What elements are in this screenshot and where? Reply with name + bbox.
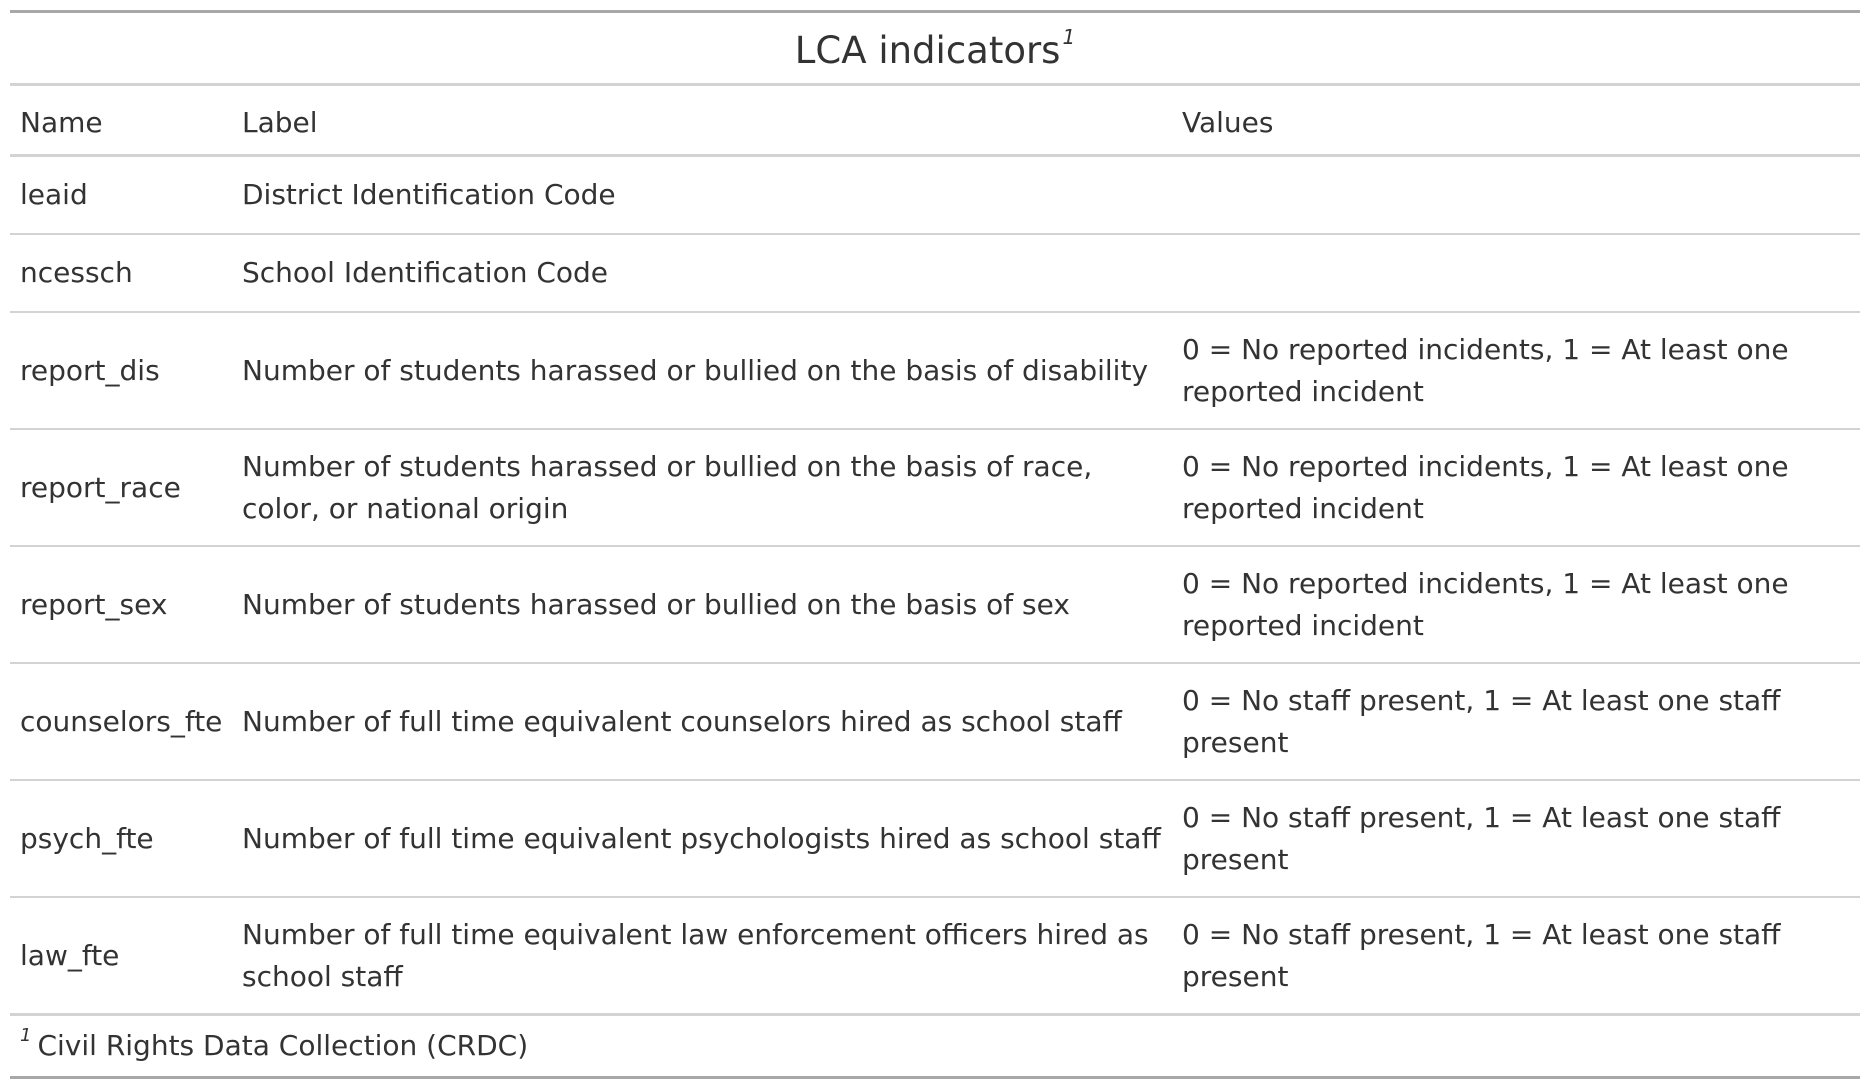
cell-values: [1172, 155, 1860, 235]
cell-label: Number of students harassed or bullied o…: [232, 546, 1172, 664]
cell-values: 0 = No staff present, 1 = At least one s…: [1172, 663, 1860, 781]
cell-label: Number of students harassed or bullied o…: [232, 312, 1172, 430]
table-row: ncessch School Identification Code: [10, 234, 1860, 313]
table-title: LCA indicators 1: [10, 10, 1860, 86]
cell-values: [1172, 234, 1860, 313]
cell-values: 0 = No staff present, 1 = At least one s…: [1172, 897, 1860, 1016]
lca-indicators-table: LCA indicators 1 Name Label Values leaid …: [10, 10, 1860, 1016]
table-title-text: LCA indicators: [794, 28, 1061, 72]
cell-name: counselors_fte: [10, 663, 232, 781]
cell-label: Number of students harassed or bullied o…: [232, 429, 1172, 547]
cell-label: District Identification Code: [232, 155, 1172, 235]
cell-values: 0 = No reported incidents, 1 = At least …: [1172, 429, 1860, 547]
table-row: leaid District Identification Code: [10, 155, 1860, 235]
column-header-name: Name: [10, 84, 232, 157]
table-row: psych_fte Number of full time equivalent…: [10, 780, 1860, 898]
cell-label: School Identification Code: [232, 234, 1172, 313]
cell-name: report_dis: [10, 312, 232, 430]
cell-name: psych_fte: [10, 780, 232, 898]
column-header-row: Name Label Values: [10, 84, 1860, 157]
cell-label: Number of full time equivalent law enfor…: [232, 897, 1172, 1016]
footnote-text: Civil Rights Data Collection (CRDC): [37, 1029, 529, 1062]
table-row: report_sex Number of students harassed o…: [10, 546, 1860, 664]
table-row: counselors_fte Number of full time equiv…: [10, 663, 1860, 781]
column-header-values: Values: [1172, 84, 1860, 157]
column-header-label: Label: [232, 84, 1172, 157]
cell-values: 0 = No reported incidents, 1 = At least …: [1172, 312, 1860, 430]
table-row: report_dis Number of students harassed o…: [10, 312, 1860, 430]
cell-name: report_sex: [10, 546, 232, 664]
cell-name: law_fte: [10, 897, 232, 1016]
title-footnote-mark: 1: [1062, 24, 1076, 49]
table-row: law_fte Number of full time equivalent l…: [10, 897, 1860, 1016]
footnote-mark: 1: [20, 1025, 32, 1046]
table-title-row: LCA indicators 1: [10, 10, 1860, 86]
cell-values: 0 = No staff present, 1 = At least one s…: [1172, 780, 1860, 898]
table-footnote: 1 Civil Rights Data Collection (CRDC): [10, 1016, 1860, 1079]
cell-name: ncessch: [10, 234, 232, 313]
table-row: report_race Number of students harassed …: [10, 429, 1860, 547]
cell-label: Number of full time equivalent counselor…: [232, 663, 1172, 781]
cell-name: report_race: [10, 429, 232, 547]
cell-values: 0 = No reported incidents, 1 = At least …: [1172, 546, 1860, 664]
cell-name: leaid: [10, 155, 232, 235]
lca-indicators-table-container: LCA indicators 1 Name Label Values leaid …: [10, 10, 1860, 1079]
cell-label: Number of full time equivalent psycholog…: [232, 780, 1172, 898]
